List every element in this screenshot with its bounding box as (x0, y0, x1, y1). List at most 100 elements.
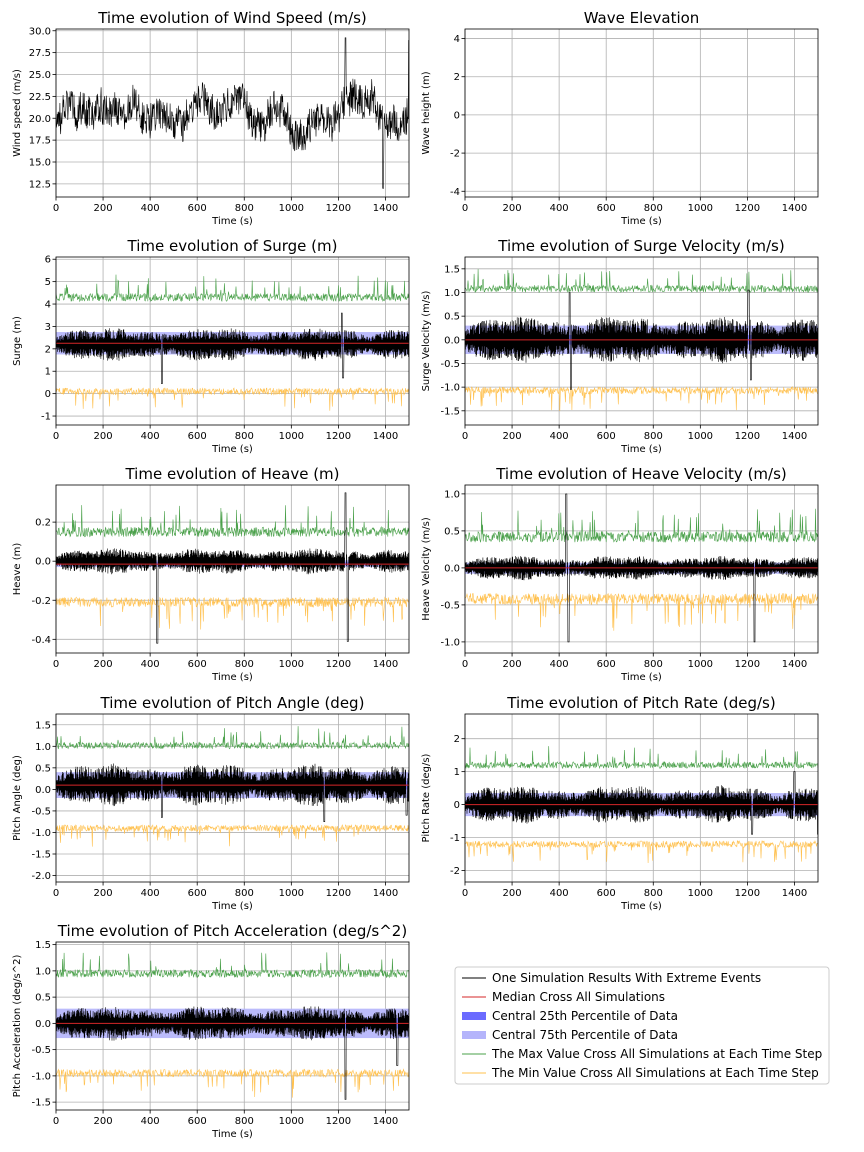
min-series-line (465, 385, 818, 412)
x-tick-label: 0 (53, 659, 59, 670)
simulation-series-line (56, 37, 409, 189)
x-tick-label: 0 (462, 431, 468, 442)
x-tick-label: 1000 (279, 888, 304, 899)
x-tick-label: 1000 (688, 659, 713, 670)
legend-entry: Median Cross All Simulations (462, 990, 665, 1004)
max-series-line (465, 508, 818, 543)
y-tick-label: 30.0 (29, 26, 51, 37)
x-tick-label: 200 (503, 888, 522, 899)
legend-label: Median Cross All Simulations (492, 990, 665, 1004)
y-tick-label: -1.0 (440, 637, 460, 648)
x-tick-label: 400 (141, 1116, 160, 1127)
y-tick-label: 1.0 (35, 966, 51, 977)
x-tick-label: 0 (53, 431, 59, 442)
y-tick-label: -0.5 (31, 1045, 51, 1056)
y-tick-label: 2 (454, 734, 460, 745)
chart-title: Time evolution of Surge (m) (127, 237, 338, 255)
x-tick-label: 400 (550, 203, 569, 214)
x-axis-label: Time (s) (211, 672, 253, 683)
x-tick-label: 600 (188, 659, 207, 670)
x-axis-label: Time (s) (211, 444, 253, 455)
chart-wave: 0 200 400 600 800 1000 1200 1400 -4 -2 0 2 4 Wave Ele… (421, 9, 819, 227)
min-series-line (56, 824, 409, 847)
x-tick-label: 200 (94, 659, 113, 670)
x-tick-label: 1400 (373, 1116, 398, 1127)
y-tick-label: -1.0 (31, 1071, 51, 1082)
x-tick-label: 1400 (782, 888, 807, 899)
max-series-line (56, 505, 409, 538)
x-tick-label: 1200 (735, 659, 760, 670)
chart-title: Time evolution of Heave (m) (124, 465, 339, 483)
y-axis-label: Heave (m) (12, 543, 23, 596)
y-tick-label: 1 (45, 367, 51, 378)
axes-frame (55, 484, 410, 654)
x-tick-label: 1400 (373, 431, 398, 442)
x-tick-label: 400 (550, 659, 569, 670)
x-tick-label: 1400 (373, 659, 398, 670)
y-tick-label: 5 (45, 277, 51, 288)
y-tick-label: -0.5 (440, 359, 460, 370)
simulation-series-line (465, 771, 818, 835)
y-tick-label: 1.0 (35, 742, 51, 753)
legend-label: One Simulation Results With Extreme Even… (492, 971, 761, 985)
x-tick-label: 1400 (782, 659, 807, 670)
y-axis-label: Heave Velocity (m/s) (421, 517, 432, 621)
x-tick-label: 1400 (782, 431, 807, 442)
x-tick-label: 200 (94, 1116, 113, 1127)
x-tick-label: 800 (235, 659, 254, 670)
simulation-series-line (56, 763, 409, 822)
legend-label: Central 25th Percentile of Data (492, 1009, 678, 1023)
legend-label: The Min Value Cross All Simulations at E… (491, 1066, 819, 1080)
legend-swatch (462, 1031, 486, 1039)
x-tick-label: 0 (462, 203, 468, 214)
x-tick-label: 0 (53, 203, 59, 214)
axes-frame (464, 713, 819, 883)
max-series-line (56, 726, 409, 750)
x-tick-label: 200 (503, 659, 522, 670)
y-axis-label: Wave height (m) (421, 71, 432, 154)
y-tick-label: 3 (45, 322, 51, 333)
y-tick-label: -0.5 (440, 600, 460, 611)
x-tick-label: 1400 (373, 888, 398, 899)
x-tick-label: 1000 (688, 431, 713, 442)
x-tick-label: 600 (597, 431, 616, 442)
x-tick-label: 1200 (735, 431, 760, 442)
legend-box: One Simulation Results With Extreme Even… (454, 966, 830, 1085)
x-tick-label: 1200 (326, 203, 351, 214)
y-tick-label: -1.5 (31, 850, 51, 861)
x-axis-label: Time (s) (211, 1129, 253, 1140)
max-series-line (465, 746, 818, 770)
x-tick-label: 600 (597, 203, 616, 214)
x-tick-label: 800 (235, 888, 254, 899)
x-tick-label: 800 (644, 203, 663, 214)
y-tick-label: 25.0 (29, 70, 51, 81)
chart-heave_vel: 0 200 400 600 800 1000 1200 1400 -1.0 -0.5 0.0 0.5 1… (421, 465, 819, 683)
y-tick-label: 22.5 (29, 92, 51, 103)
simulation-series-line (56, 312, 409, 384)
x-axis-label: Time (s) (211, 216, 253, 227)
axes-frame (55, 256, 410, 426)
x-tick-label: 1000 (279, 659, 304, 670)
legend-entry: The Max Value Cross All Simulations at E… (462, 1047, 822, 1061)
chart-heave: 0 200 400 600 800 1000 1200 1400 -0.4 -0.2 0.0 0.2 T… (12, 465, 410, 683)
simulation-series-line (465, 289, 818, 390)
x-tick-label: 800 (235, 431, 254, 442)
y-tick-label: 1 (454, 767, 460, 778)
axes-frame (464, 28, 819, 198)
x-tick-label: 400 (550, 431, 569, 442)
y-tick-label: 0.2 (35, 518, 51, 529)
x-tick-label: 600 (597, 888, 616, 899)
chart-title: Time evolution of Pitch Angle (deg) (100, 694, 365, 712)
x-tick-label: 1000 (279, 431, 304, 442)
x-tick-label: 400 (141, 431, 160, 442)
y-tick-label: -1.0 (440, 383, 460, 394)
y-tick-label: 20.0 (29, 114, 51, 125)
x-tick-label: 400 (550, 888, 569, 899)
y-tick-label: -0.4 (31, 635, 51, 646)
x-axis-label: Time (s) (211, 901, 253, 912)
legend-entry: One Simulation Results With Extreme Even… (462, 971, 761, 985)
x-tick-label: 1200 (735, 203, 760, 214)
chart-wind: 0 200 400 600 800 1000 1200 1400 12.5 15.0 17.5 20.… (12, 9, 410, 227)
x-tick-label: 600 (188, 1116, 207, 1127)
